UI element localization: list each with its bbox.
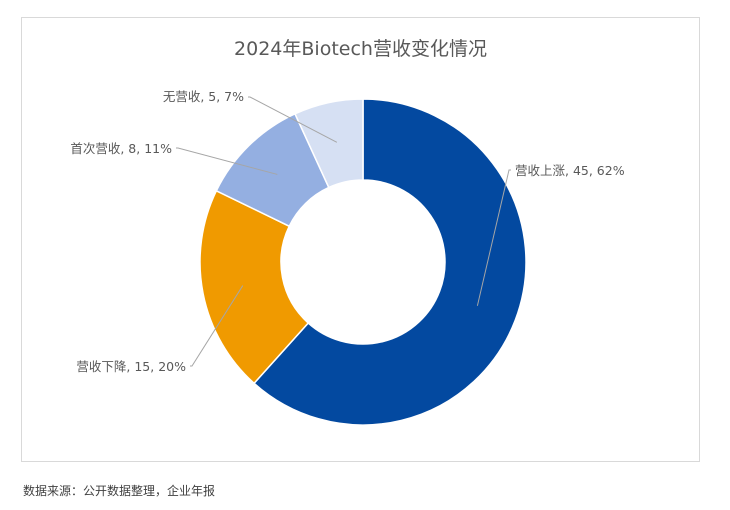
slice-label-1: 营收上涨, 45, 62% xyxy=(515,163,625,178)
leader-line-1 xyxy=(476,169,511,306)
leader-line-2 xyxy=(190,285,244,367)
donut-slice-2 xyxy=(199,189,310,385)
donut-slice-1 xyxy=(253,98,527,426)
donut-slice-4 xyxy=(294,98,364,189)
source-note: 数据来源：公开数据整理，企业年报 xyxy=(23,484,216,498)
leader-line-4 xyxy=(248,96,338,143)
leader-line-3 xyxy=(176,147,278,175)
slice-label-3: 首次营收, 8, 11% xyxy=(70,141,172,156)
slice-label-2: 营收下降, 15, 20% xyxy=(76,359,186,374)
donut-chart: 营收上涨, 45, 62% 营收下降, 15, 20% 首次营收, 8, 11% 无营… xyxy=(70,89,625,426)
slice-label-4: 无营收, 5, 7% xyxy=(163,89,244,104)
chart-title: 2024年Biotech营收变化情况 xyxy=(234,38,487,60)
chart-frame: 2024年Biotech营收变化情况 营收上涨, 45, 62% 营收下降, 15… xyxy=(21,17,700,462)
